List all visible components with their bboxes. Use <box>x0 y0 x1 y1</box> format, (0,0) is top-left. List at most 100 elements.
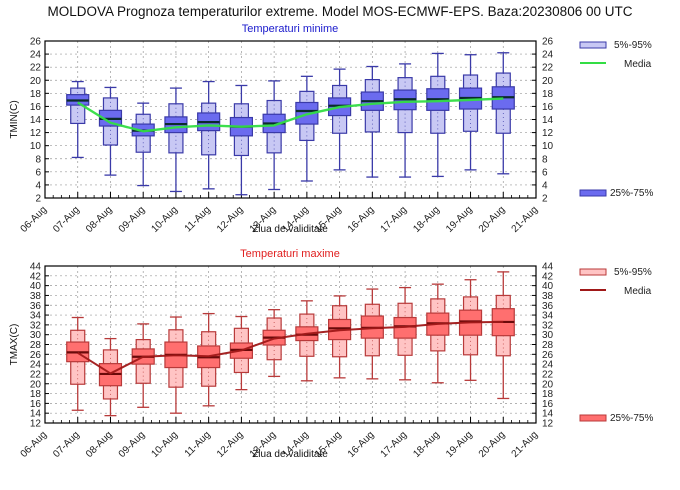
x-tick-label: 20-Aug <box>477 204 508 235</box>
x-tick-label: 08-Aug <box>84 429 115 460</box>
x-tick-label: 09-Aug <box>117 429 148 460</box>
y-tick-label-left: 12 <box>30 128 42 139</box>
legend-label-media: Media <box>624 59 652 70</box>
y-tick-label-left: 22 <box>30 369 42 380</box>
y-tick-label-right: 38 <box>542 291 554 302</box>
box-12-Aug <box>229 315 253 391</box>
box-18-Aug <box>426 283 450 384</box>
x-tick-label: 09-Aug <box>117 204 148 235</box>
x-tick-label: 16-Aug <box>346 429 377 460</box>
box-10-Aug <box>164 316 188 414</box>
y-tick-label-right: 20 <box>542 76 554 87</box>
x-tick-label: 17-Aug <box>379 204 410 235</box>
y-tick-label-right: 26 <box>542 37 554 48</box>
y-tick-label-right: 6 <box>542 167 548 178</box>
y-tick-label-left: 2 <box>35 194 41 205</box>
legend-label-25-75: 25%-75% <box>610 413 653 424</box>
y-tick-label-right: 32 <box>542 320 554 331</box>
box-14-Aug <box>295 75 319 182</box>
x-tick-label: 19-Aug <box>444 204 475 235</box>
box-08-Aug <box>98 337 123 417</box>
chart-title: Temperaturi maxime <box>240 248 340 260</box>
x-tick-label: 18-Aug <box>411 429 442 460</box>
x-tick-label: 12-Aug <box>215 204 246 235</box>
x-tick-label: 18-Aug <box>411 204 442 235</box>
y-tick-label-left: 8 <box>35 154 41 165</box>
box-09-Aug <box>131 323 155 408</box>
x-tick-label: 12-Aug <box>215 429 246 460</box>
legend-swatch-25-75 <box>579 414 607 422</box>
x-tick-label: 08-Aug <box>84 204 115 235</box>
legend-label-25-75: 25%-75% <box>610 188 653 199</box>
y-tick-label-right: 18 <box>542 89 554 100</box>
y-tick-label-right: 26 <box>542 350 554 361</box>
x-tick-label: 10-Aug <box>149 429 180 460</box>
y-tick-label-right: 18 <box>542 389 554 400</box>
x-tick-label: 20-Aug <box>477 429 508 460</box>
x-tick-label: 06-Aug <box>19 429 50 460</box>
y-tick-label-right: 2 <box>542 194 548 205</box>
x-tick-label: 06-Aug <box>19 204 50 235</box>
x-tick-label: 17-Aug <box>379 429 410 460</box>
legend-swatch-5-95 <box>579 268 607 276</box>
y-tick-label-left: 18 <box>30 89 42 100</box>
y-tick-label-right: 16 <box>542 399 554 410</box>
box-11-Aug <box>197 80 221 190</box>
x-tick-label: 21-Aug <box>510 204 541 235</box>
box-11-Aug <box>197 312 221 407</box>
y-tick-label-left: 16 <box>30 102 42 113</box>
legend-label-media: Media <box>624 286 652 297</box>
y-tick-label-right: 14 <box>542 115 554 126</box>
y-tick-label-left: 12 <box>30 419 42 430</box>
box-07-Aug <box>66 80 90 159</box>
legend-label-5-95: 5%-95% <box>614 267 652 278</box>
mean-line <box>77 97 504 133</box>
x-tick-label: 07-Aug <box>51 204 82 235</box>
box-17-Aug <box>393 286 417 381</box>
x-axis-title: Ziua de validitate <box>252 224 328 235</box>
y-tick-label-right: 14 <box>542 409 554 420</box>
box-10-Aug <box>164 87 188 193</box>
box-12-Aug <box>229 84 253 196</box>
box-15-Aug <box>328 295 352 379</box>
box-20-Aug <box>491 271 515 400</box>
y-tick-label-left: 32 <box>30 320 42 331</box>
legend-label-5-95: 5%-95% <box>614 40 652 51</box>
y-tick-label-left: 14 <box>30 409 42 420</box>
y-tick-label-left: 44 <box>30 262 42 273</box>
mean-line <box>77 320 504 375</box>
y-tick-label-right: 42 <box>542 271 554 282</box>
y-tick-label-left: 40 <box>30 281 42 292</box>
y-tick-label-left: 18 <box>30 389 42 400</box>
y-tick-label-left: 20 <box>30 76 42 87</box>
y-tick-label-left: 42 <box>30 271 42 282</box>
y-tick-label-right: 4 <box>542 180 548 191</box>
box-13-Aug <box>262 80 286 191</box>
y-tick-label-right: 30 <box>542 330 554 341</box>
y-tick-label-right: 44 <box>542 262 554 273</box>
y-tick-label-left: 4 <box>35 180 41 191</box>
y-tick-label-left: 34 <box>30 311 42 322</box>
box-19-Aug <box>458 54 483 171</box>
y-tick-label-left: 28 <box>30 340 42 351</box>
y-tick-label-left: 24 <box>30 360 42 371</box>
y-tick-label-right: 28 <box>542 340 554 351</box>
y-tick-label-right: 16 <box>542 102 554 113</box>
box-20-Aug <box>491 52 515 175</box>
box-16-Aug <box>360 288 384 380</box>
chart-title: Temperaturi minime <box>242 23 339 35</box>
x-tick-label: 11-Aug <box>183 429 213 459</box>
y-tick-label-right: 22 <box>542 63 554 74</box>
box-16-Aug <box>360 65 384 178</box>
legend-swatch-5-95 <box>579 41 607 49</box>
x-tick-label: 21-Aug <box>510 429 541 460</box>
box-09-Aug <box>131 102 155 187</box>
y-axis-title: TMAX(C) <box>9 324 20 366</box>
x-tick-label: 10-Aug <box>149 204 180 235</box>
y-tick-label-left: 26 <box>30 350 42 361</box>
y-tick-label-right: 12 <box>542 419 554 430</box>
page-title: MOLDOVA Prognoza temperaturilor extreme.… <box>47 4 633 19</box>
y-tick-label-right: 22 <box>542 369 554 380</box>
